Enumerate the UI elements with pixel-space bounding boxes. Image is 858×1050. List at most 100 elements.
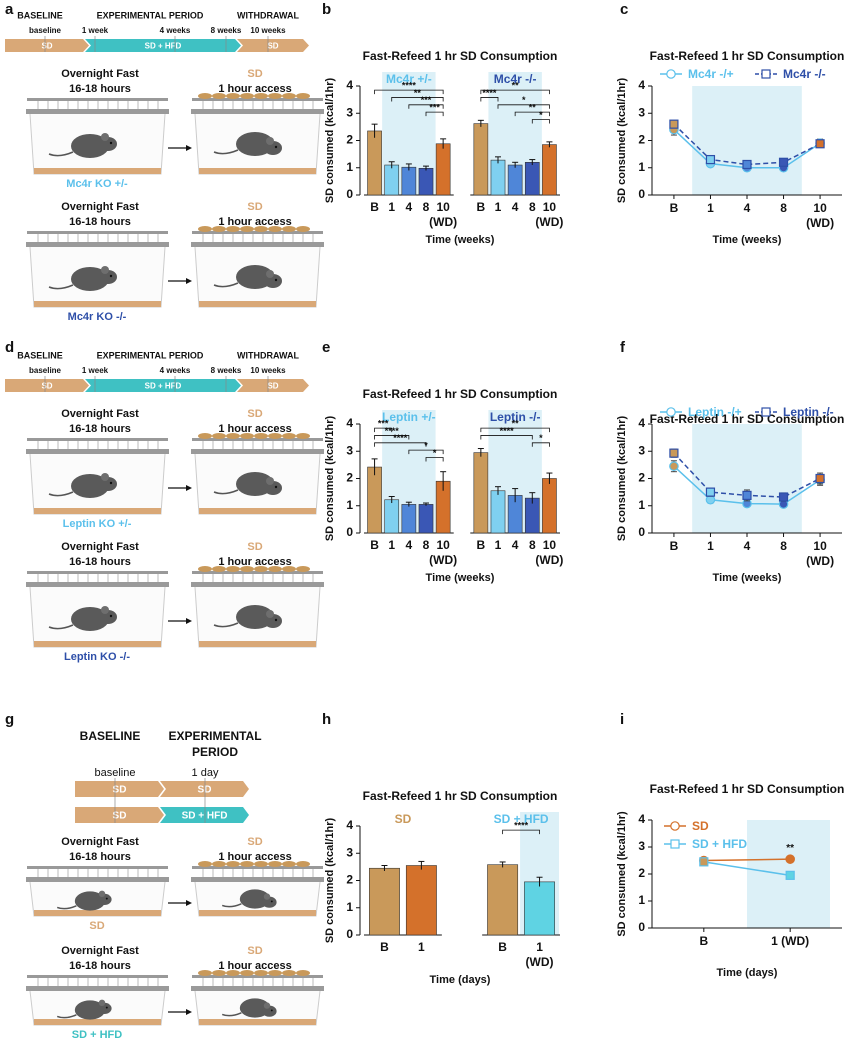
group-label: Mc4r +/- (386, 72, 432, 86)
pellet (296, 861, 310, 867)
pellet (240, 93, 254, 99)
segment-label: SD + HFD (182, 811, 228, 822)
cage-rim (191, 877, 324, 882)
cage-rim (191, 449, 324, 454)
withdrawal-label: (WD) (429, 215, 457, 229)
x-tick-label: B (498, 940, 507, 954)
x-axis-label: Time (days) (430, 974, 491, 986)
bar (401, 166, 417, 196)
bar (384, 499, 400, 534)
pellet (212, 970, 226, 976)
y-tick-label: 2 (346, 133, 353, 147)
marker (705, 487, 716, 497)
withdrawal-label: (WD) (535, 215, 563, 229)
food-label: SD (247, 945, 262, 957)
x-tick-label: B (477, 200, 486, 214)
pellet (268, 861, 282, 867)
arrow-head (186, 278, 192, 284)
arrow-head (186, 145, 192, 151)
timepoint-label: 1 week (82, 26, 109, 35)
significance-label: ** (414, 88, 422, 98)
y-tick-label: 0 (346, 525, 353, 539)
pellet (198, 93, 212, 99)
mouse-eye (109, 614, 113, 618)
legend-label: Leptin -/- (783, 405, 834, 419)
bedding (34, 168, 161, 174)
fast-label: 16-18 hours (69, 960, 131, 972)
fast-label: 16-18 hours (69, 423, 131, 435)
pellet (296, 566, 310, 572)
pellet (282, 93, 296, 99)
legend-label: Mc4r -/- (783, 67, 826, 81)
pellet (282, 226, 296, 232)
legend-label: Mc4r -/+ (688, 67, 734, 81)
pellet (198, 861, 212, 867)
pellet (226, 226, 240, 232)
bar (524, 162, 540, 196)
mouse-eye (109, 274, 113, 278)
x-tick-label: 1 (495, 538, 502, 552)
mouse-eye (274, 278, 278, 282)
pellet (282, 566, 296, 572)
pellet (268, 226, 282, 232)
segment-label: SD (113, 811, 127, 822)
chart-title: Fast-Refeed 1 hr SD Consumption (650, 49, 845, 63)
bedding (34, 1019, 161, 1025)
y-tick-label: 1 (638, 498, 645, 512)
x-tick-label: 1 (707, 539, 714, 553)
significance-label: **** (402, 80, 417, 90)
x-tick-label: 1 (388, 538, 395, 552)
mouse-body (71, 267, 109, 291)
mouse-tail (56, 905, 77, 910)
bar (369, 867, 400, 936)
y-tick-label: 1 (346, 498, 353, 512)
timepoint-label: baseline (95, 767, 136, 779)
x-tick-label: 1 (WD) (771, 934, 809, 948)
x-axis-label: Time (weeks) (426, 234, 495, 246)
bedding (199, 910, 316, 916)
mouse-tail (213, 149, 239, 155)
timeline-segment (85, 39, 241, 52)
pellet (254, 861, 268, 867)
pellet (226, 433, 240, 439)
mouse-body (71, 474, 109, 498)
mouse-eye (274, 485, 278, 489)
bar (401, 504, 417, 534)
pellet (198, 226, 212, 232)
panel-label: g (5, 711, 14, 728)
significance-bracket (497, 104, 550, 109)
bar (367, 130, 382, 196)
fast-label: Overnight Fast (61, 201, 139, 213)
y-tick-label: 0 (346, 187, 353, 201)
phase-label: EXPERIMENTAL PERIOD (97, 350, 204, 360)
mouse-label: SD + HFD (72, 1029, 122, 1041)
bar (418, 167, 434, 196)
mouse-ear (266, 477, 274, 485)
cage-rim (26, 109, 169, 114)
access-label: 1 hour access (218, 83, 291, 95)
marker (778, 492, 789, 502)
mouse-label: Leptin KO +/- (63, 518, 132, 530)
timepoint-label: 10 weeks (250, 366, 286, 375)
cage-lid (192, 438, 323, 441)
y-tick-label: 0 (638, 525, 645, 539)
panel-label: a (5, 1, 14, 18)
legend-marker (761, 407, 771, 417)
fast-label: Overnight Fast (61, 408, 139, 420)
y-tick-label: 4 (638, 812, 645, 826)
timepoint-label: 4 weeks (160, 26, 191, 35)
x-tick-label: 8 (529, 200, 536, 214)
y-axis-label: SD consumed (kcal/1hr) (616, 78, 628, 204)
phase-label: PERIOD (192, 745, 238, 759)
arrow-head (186, 900, 192, 906)
panel-label: c (620, 1, 628, 18)
cage-lid (27, 571, 168, 574)
y-tick-label: 3 (346, 105, 353, 119)
bedding (199, 641, 316, 647)
mouse-ear (266, 610, 274, 618)
segment-label: SD (267, 42, 278, 51)
significance-label: **** (482, 88, 497, 98)
significance-label: **** (514, 820, 529, 830)
segment-label: SD (41, 42, 52, 51)
bar (524, 881, 555, 936)
